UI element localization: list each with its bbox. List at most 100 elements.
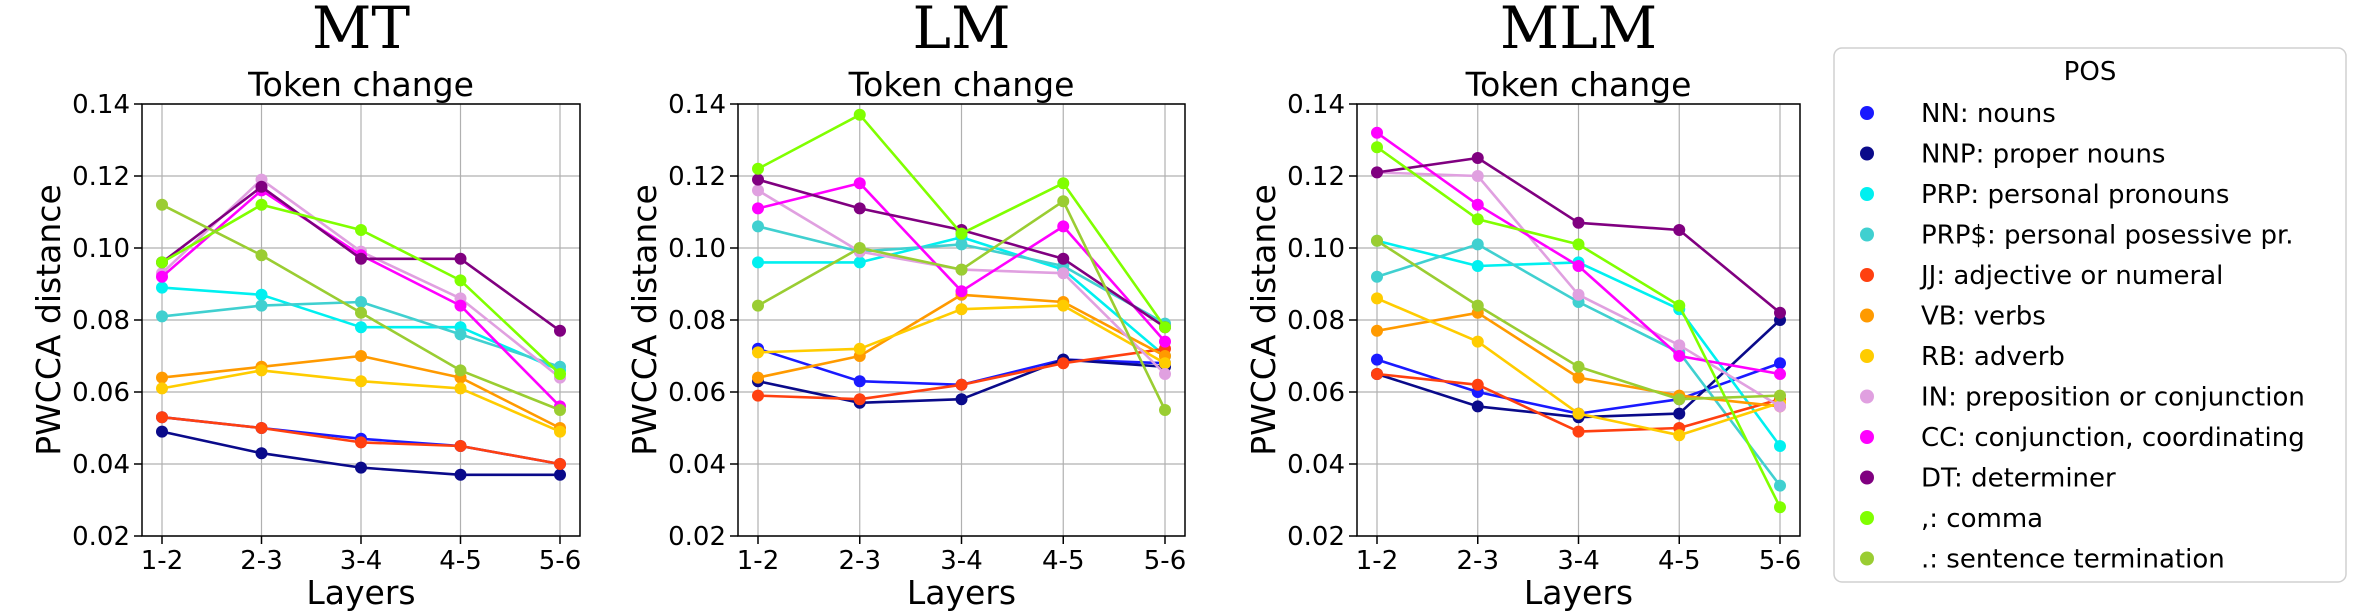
data-point	[1774, 368, 1786, 380]
y-tick-label: 0.08	[72, 306, 130, 336]
x-tick-label: 3-4	[340, 546, 382, 576]
y-tick-label: 0.06	[72, 378, 130, 408]
y-tick-label: 0.08	[668, 306, 726, 336]
data-point	[1471, 238, 1484, 251]
y-tick-label: 0.10	[72, 234, 130, 264]
data-point	[554, 368, 566, 380]
data-point	[355, 436, 367, 449]
y-tick-label: 0.02	[1287, 522, 1345, 552]
data-point	[1774, 501, 1786, 514]
y-tick-label: 0.14	[1287, 90, 1345, 120]
series-7	[752, 299, 1171, 370]
legend-item: VB: verbs	[1860, 302, 2046, 332]
data-point	[156, 281, 168, 294]
data-point	[355, 321, 367, 334]
model-label: MLM	[1500, 0, 1657, 62]
data-point	[1371, 141, 1383, 154]
data-point	[853, 375, 866, 388]
legend-label: PRP$: personal posessive pr.	[1921, 221, 2294, 251]
data-point	[255, 249, 268, 262]
data-point	[1572, 288, 1585, 301]
data-point	[853, 256, 866, 269]
series-2	[156, 425, 566, 481]
data-point	[955, 227, 968, 240]
chart-title: Token change	[1465, 65, 1692, 104]
data-point	[1471, 299, 1484, 312]
data-point	[752, 173, 764, 186]
legend-marker	[1860, 187, 1874, 201]
series-9	[752, 177, 1171, 348]
series-12	[156, 198, 566, 416]
legend-marker	[1860, 430, 1874, 444]
legend-item: JJ: adjective or numeral	[1860, 261, 2223, 291]
legend-marker	[1860, 308, 1874, 323]
data-point	[1371, 270, 1383, 283]
data-point	[554, 324, 566, 337]
legend-item: RB: adverb	[1860, 342, 2065, 372]
series-12	[1371, 234, 1786, 406]
legend-box	[1833, 47, 2347, 583]
data-point	[1774, 440, 1786, 452]
legend-marker	[1860, 511, 1874, 525]
data-point	[355, 306, 367, 319]
data-point	[1471, 400, 1484, 413]
model-label: LM	[913, 0, 1011, 62]
legend-item: PRP$: personal posessive pr.	[1860, 221, 2294, 251]
series-5	[156, 411, 566, 470]
legend-item: CC: conjunction, coordinating	[1860, 423, 2305, 453]
data-point	[1673, 429, 1686, 442]
legend-marker	[1860, 349, 1874, 363]
data-point	[752, 371, 764, 384]
data-point	[853, 393, 866, 406]
y-tick-label: 0.10	[668, 234, 726, 264]
data-point	[955, 393, 968, 406]
legend-label: NN: nouns	[1921, 99, 2056, 129]
data-point	[156, 411, 168, 424]
data-point	[1673, 407, 1686, 420]
data-point	[1057, 252, 1070, 265]
legend-marker	[1860, 470, 1874, 485]
legend-marker	[1860, 106, 1874, 120]
data-point	[1371, 126, 1383, 139]
data-point	[156, 425, 168, 438]
data-point	[355, 252, 367, 265]
legend-label: ,: comma	[1921, 504, 2043, 534]
data-point	[1471, 335, 1484, 348]
y-tick-label: 0.08	[1287, 306, 1345, 336]
data-point	[955, 378, 968, 391]
data-point	[255, 447, 268, 460]
data-point	[1057, 267, 1070, 280]
data-point	[454, 252, 467, 265]
model-label: MT	[312, 0, 410, 62]
data-point	[1371, 324, 1383, 337]
data-point	[156, 256, 168, 269]
data-point	[853, 177, 866, 190]
legend-marker	[1860, 389, 1874, 404]
x-tick-label: 4-5	[1042, 546, 1084, 576]
x-tick-label: 2-3	[1457, 546, 1499, 576]
y-tick-label: 0.06	[1287, 378, 1345, 408]
data-point	[1057, 357, 1070, 370]
data-point	[1057, 195, 1070, 208]
data-point	[255, 288, 268, 301]
y-axis-label: PWCCA distance	[29, 184, 68, 456]
data-point	[554, 425, 566, 438]
x-axis-label: Layers	[907, 573, 1016, 612]
data-point	[752, 256, 764, 269]
y-tick-label: 0.10	[1287, 234, 1345, 264]
x-tick-label: 2-3	[240, 546, 282, 576]
data-point	[853, 202, 866, 215]
data-point	[156, 270, 168, 283]
data-point	[1774, 400, 1786, 413]
chart-title: Token change	[848, 65, 1075, 104]
legend-label: PRP: personal pronouns	[1921, 180, 2229, 210]
data-point	[752, 389, 764, 402]
data-point	[255, 299, 268, 312]
legend-item: ,: comma	[1860, 504, 2043, 534]
series-7	[156, 364, 566, 438]
data-point	[752, 202, 764, 215]
x-axis-label: Layers	[306, 573, 415, 612]
data-point	[1471, 260, 1484, 272]
x-tick-label: 4-5	[1658, 546, 1700, 576]
